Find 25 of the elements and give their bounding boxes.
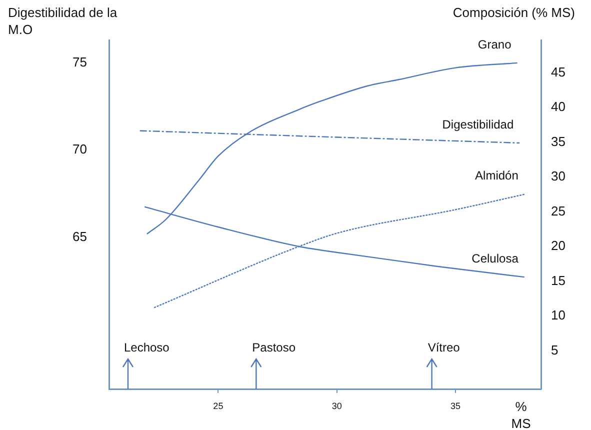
y2-tick-label: 5 bbox=[551, 342, 558, 358]
y2-tick-label: 35 bbox=[551, 134, 566, 149]
x-tick-label: 25 bbox=[213, 400, 224, 411]
y-axis-title: Digestibilidad de la M.O bbox=[8, 4, 118, 38]
y2-tick-label: 30 bbox=[551, 168, 566, 184]
y2-tick-label: 10 bbox=[551, 308, 566, 323]
ref-line-label: Pastoso bbox=[252, 340, 296, 354]
y2-tick-label: 20 bbox=[551, 238, 566, 254]
series-label: Almidón bbox=[475, 168, 518, 183]
y-tick-label: 70 bbox=[72, 142, 87, 157]
x-tick-label: 30 bbox=[332, 400, 342, 411]
y2-tick-label: 15 bbox=[551, 272, 566, 288]
x-tick-label: 35 bbox=[450, 400, 461, 411]
y-tick-label: 75 bbox=[72, 54, 87, 70]
series-label: Digestibilidad bbox=[442, 117, 514, 132]
x-axis-title: % MS bbox=[510, 398, 532, 430]
y2-tick-label: 45 bbox=[551, 64, 566, 80]
y2-axis-title: Composición (% MS) bbox=[452, 4, 575, 21]
y2-tick-label: 25 bbox=[551, 203, 566, 218]
ref-line-label: Lechoso bbox=[124, 340, 170, 354]
y2-tick-label: 40 bbox=[551, 99, 566, 114]
ref-line-label: Vítreo bbox=[428, 340, 460, 354]
series-label: Grano bbox=[478, 37, 512, 52]
y-tick-label: 65 bbox=[72, 228, 87, 244]
series-label: Celulosa bbox=[472, 251, 519, 266]
